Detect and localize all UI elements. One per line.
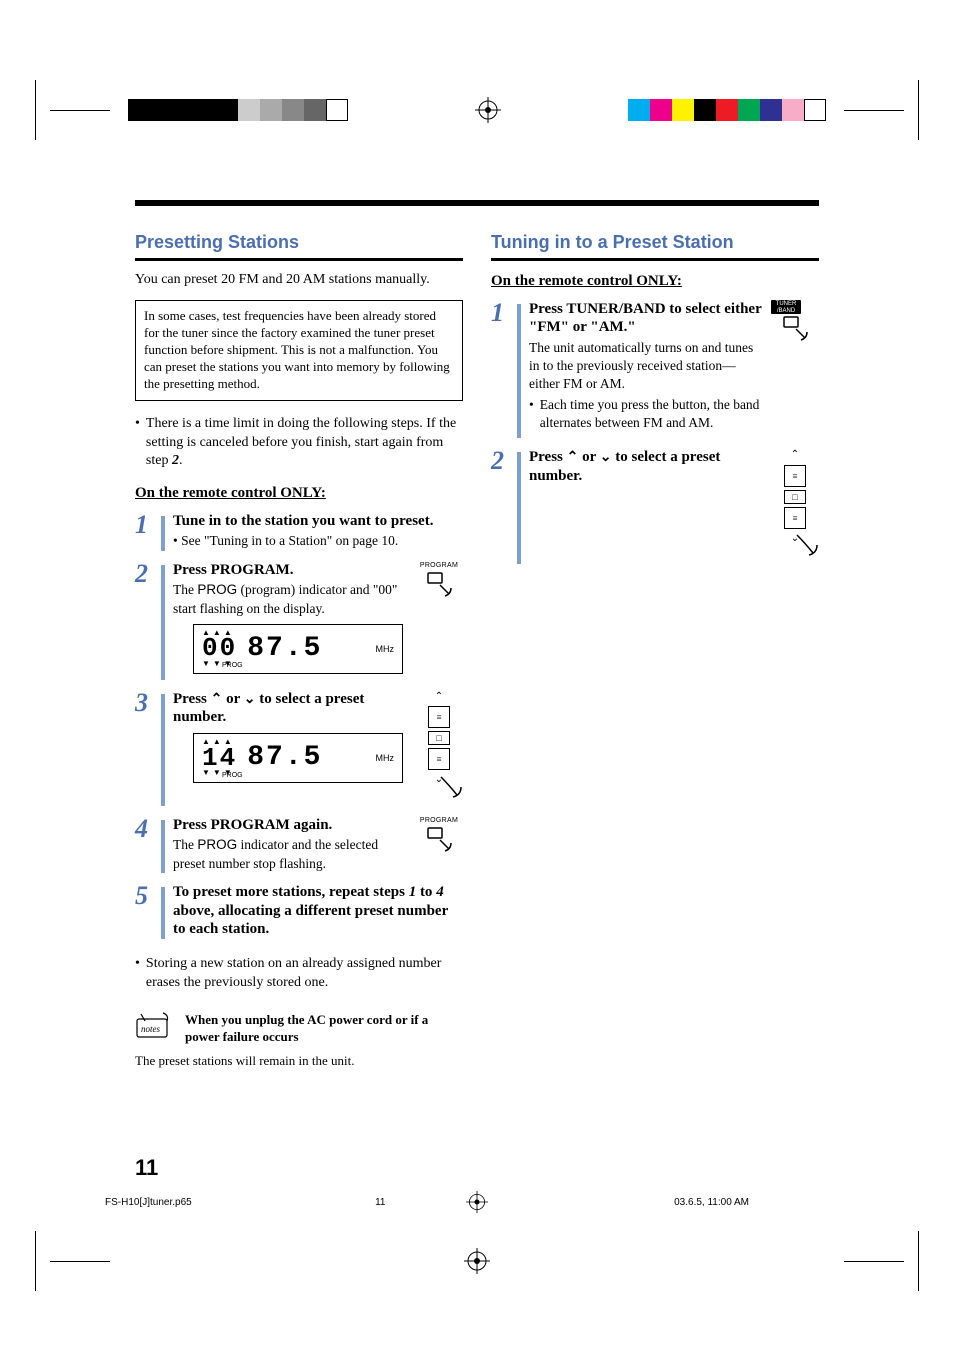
notes-icon: notes bbox=[135, 1011, 175, 1048]
right-subhead: On the remote control ONLY: bbox=[491, 271, 819, 291]
r-step1-title: Press TUNER/BAND to select either "FM" o… bbox=[529, 300, 763, 338]
up-down-buttons-icon: ⌃ ≡ □ ≡ ⌄ bbox=[771, 448, 819, 564]
left-subhead: On the remote control ONLY: bbox=[135, 483, 463, 503]
time-limit-text: There is a time limit in doing the follo… bbox=[146, 416, 456, 469]
crop-marks-top bbox=[0, 55, 954, 165]
notes-body: The preset stations will remain in the u… bbox=[135, 1052, 463, 1070]
display-panel-step2: ▲▲▲ ▼▼▼ 00 87.5 MHz PROG bbox=[193, 624, 403, 674]
display-unit: MHz bbox=[376, 643, 395, 655]
right-step-1: 1 Press TUNER/BAND to select either "FM"… bbox=[491, 300, 819, 439]
r-step2-title: Press ⌃ or ⌄ to select a preset number. bbox=[529, 448, 763, 486]
content-area: Presetting Stations You can preset 20 FM… bbox=[135, 230, 819, 1069]
step-number: 5 bbox=[135, 883, 153, 939]
title-rule bbox=[135, 258, 463, 261]
left-step-2: 2 Press PROGRAM. The PROG (program) indi… bbox=[135, 561, 463, 680]
step4-title: Press PROGRAM again. bbox=[173, 816, 407, 835]
step-number: 2 bbox=[491, 448, 509, 564]
step5-title: To preset more stations, repeat steps 1 … bbox=[173, 883, 463, 939]
display-freq: 87.5 bbox=[247, 739, 322, 777]
step-number: 4 bbox=[135, 816, 153, 873]
r-step1-bullet: • Each time you press the button, the ba… bbox=[529, 396, 763, 432]
crop-marks-bottom bbox=[0, 1206, 954, 1316]
top-rule bbox=[135, 200, 819, 206]
up-down-buttons-icon: ⌃ ≡ □ ≡ ⌄ bbox=[415, 690, 463, 806]
callout-box: In some cases, test frequencies have bee… bbox=[135, 300, 463, 400]
left-step-5: 5 To preset more stations, repeat steps … bbox=[135, 883, 463, 939]
page-number: 11 bbox=[135, 1155, 158, 1181]
prog-indicator: PROG bbox=[222, 661, 243, 670]
title-rule bbox=[491, 258, 819, 261]
display-panel-step3: ▲▲▲ ▼▼▼ 14 87.5 MHz PROG bbox=[193, 733, 403, 783]
svg-text:notes: notes bbox=[141, 1024, 160, 1034]
color-bar-left bbox=[128, 99, 348, 121]
display-unit: MHz bbox=[376, 752, 395, 764]
intro-text: You can preset 20 FM and 20 AM stations … bbox=[135, 271, 463, 290]
left-step-3: 3 Press ⌃ or ⌄ to select a preset number… bbox=[135, 690, 463, 806]
step-number: 2 bbox=[135, 561, 153, 680]
step4-sub: The PROG indicator and the selected pres… bbox=[173, 836, 407, 872]
step-ref-2: 2 bbox=[172, 453, 179, 468]
prog-indicator: PROG bbox=[222, 771, 243, 780]
step-number: 1 bbox=[491, 300, 509, 439]
registration-mark-icon bbox=[475, 97, 501, 123]
right-title: Tuning in to a Preset Station bbox=[491, 230, 819, 254]
registration-mark-icon bbox=[464, 1248, 490, 1274]
r-step1-sub: The unit automatically turns on and tune… bbox=[529, 339, 763, 394]
left-step-1: 1 Tune in to the station you want to pre… bbox=[135, 512, 463, 551]
time-limit-note: • There is a time limit in doing the fol… bbox=[135, 415, 463, 472]
color-bar-right bbox=[628, 99, 826, 121]
right-step-2: 2 Press ⌃ or ⌄ to select a preset number… bbox=[491, 448, 819, 564]
step1-sub: • See "Tuning in to a Station" on page 1… bbox=[173, 532, 463, 550]
left-column: Presetting Stations You can preset 20 FM… bbox=[135, 230, 463, 1069]
step3-title: Press ⌃ or ⌄ to select a preset number. bbox=[173, 690, 407, 728]
step-number: 1 bbox=[135, 512, 153, 551]
notes-title: When you unplug the AC power cord or if … bbox=[185, 1011, 463, 1046]
step1-title: Tune in to the station you want to prese… bbox=[173, 512, 463, 531]
tuner-band-button-icon: TUNER/BAND bbox=[771, 300, 819, 439]
step-number: 3 bbox=[135, 690, 153, 806]
storing-note: • Storing a new station on an already as… bbox=[135, 955, 463, 993]
left-step-4: 4 Press PROGRAM again. The PROG indicato… bbox=[135, 816, 463, 873]
display-freq: 87.5 bbox=[247, 630, 322, 668]
left-title: Presetting Stations bbox=[135, 230, 463, 254]
right-column: Tuning in to a Preset Station On the rem… bbox=[491, 230, 819, 1069]
program-button-icon: PROGRAM bbox=[415, 816, 463, 873]
step2-title: Press PROGRAM. bbox=[173, 561, 407, 580]
notes-block: notes When you unplug the AC power cord … bbox=[135, 1011, 463, 1048]
program-button-icon: PROGRAM bbox=[415, 561, 463, 680]
step2-sub: The PROG (program) indicator and "00" st… bbox=[173, 581, 407, 617]
